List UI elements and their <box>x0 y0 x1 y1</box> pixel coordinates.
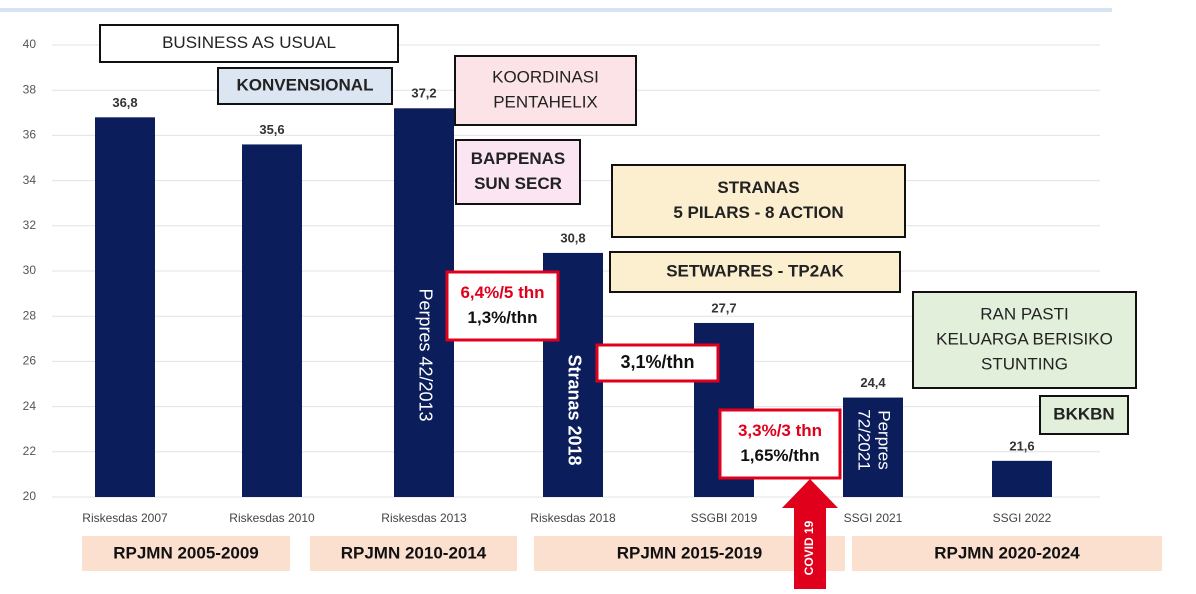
bar <box>992 460 1052 497</box>
annotation-box <box>611 164 906 238</box>
bar-text: Perpres 42/2013 <box>415 288 435 421</box>
period-box <box>310 536 517 571</box>
y-tick-label: 38 <box>23 82 37 96</box>
annotation-text: 1,3%/thn <box>468 308 538 327</box>
value-label: 24,4 <box>860 375 886 390</box>
bar <box>242 144 302 497</box>
y-tick-label: 40 <box>23 37 37 51</box>
value-label: 37,2 <box>411 86 436 101</box>
annotation-text: 1,65%/thn <box>740 446 819 465</box>
period-label: RPJMN 2010-2014 <box>341 543 487 562</box>
annotation-text: 5 PILARS - 8 ACTION <box>673 203 843 222</box>
covid-label: COVID 19 <box>802 520 816 575</box>
x-tick-label: Riskesdas 2007 <box>82 511 168 525</box>
period-label: RPJMN 2015-2019 <box>617 543 763 562</box>
top-rule <box>0 8 1112 12</box>
annotation-text: 3,1%/thn <box>620 352 694 372</box>
x-tick-label: SSGI 2022 <box>993 511 1052 525</box>
annotation-text: BKKBN <box>1053 404 1114 423</box>
x-tick-label: Riskesdas 2018 <box>530 511 616 525</box>
period-box <box>852 536 1162 571</box>
annotation-box <box>455 139 581 205</box>
y-tick-label: 34 <box>23 173 37 187</box>
annotation-text: KONVENSIONAL <box>237 75 374 94</box>
value-label: 21,6 <box>1009 438 1034 453</box>
y-tick-label: 30 <box>23 263 37 277</box>
annotation-text: BAPPENAS <box>471 149 565 168</box>
annotation-text: 6,4%/5 thn <box>460 283 544 302</box>
y-tick-label: 26 <box>23 354 37 368</box>
y-tick-label: 22 <box>23 444 37 458</box>
covid-arrow <box>782 479 838 589</box>
bar-text: Stranas 2018 <box>564 354 584 465</box>
annotation-text: STRANAS <box>717 178 799 197</box>
value-label: 35,6 <box>259 122 284 137</box>
period-label: RPJMN 2020-2024 <box>934 543 1080 562</box>
annotation-text: BUSINESS AS USUAL <box>162 33 336 52</box>
x-tick-label: SSGI 2021 <box>844 511 903 525</box>
annotation-text: RAN PASTI <box>980 304 1068 323</box>
annotation-box <box>912 291 1137 389</box>
annotation-box <box>718 408 842 480</box>
annotation-text: KELUARGA BERISIKO <box>936 329 1113 348</box>
annotation-text: KOORDINASI <box>492 67 599 86</box>
period-box <box>82 536 290 571</box>
annotation-box <box>217 67 393 105</box>
x-tick-label: Riskesdas 2013 <box>381 511 467 525</box>
annotation-box <box>609 251 901 293</box>
value-label: 36,8 <box>112 95 137 110</box>
bar-text: 72/2021 <box>855 409 874 470</box>
y-tick-label: 36 <box>23 128 37 142</box>
annotation-text: PENTAHELIX <box>493 92 598 111</box>
bar <box>394 108 454 497</box>
bar <box>843 397 903 497</box>
annotation-box <box>445 270 560 342</box>
y-tick-label: 20 <box>23 489 37 503</box>
x-tick-label: Riskesdas 2010 <box>229 511 315 525</box>
y-tick-label: 24 <box>23 399 37 413</box>
bar <box>95 117 155 497</box>
annotation-box <box>1039 395 1129 435</box>
annotation-text: SUN SECR <box>474 174 562 193</box>
annotation-text: 3,3%/3 thn <box>738 421 822 440</box>
period-label: RPJMN 2005-2009 <box>113 543 259 562</box>
period-box <box>534 536 845 571</box>
annotation-text: STUNTING <box>981 354 1068 373</box>
y-tick-label: 28 <box>23 308 37 322</box>
x-tick-label: SSGBI 2019 <box>691 511 758 525</box>
bar-text: Perpres <box>875 410 894 470</box>
y-tick-label: 32 <box>23 218 37 232</box>
value-label: 30,8 <box>560 230 585 245</box>
annotation-box <box>454 55 637 126</box>
value-label: 27,7 <box>711 300 736 315</box>
annotation-box <box>99 24 399 63</box>
annotation-box <box>595 343 720 383</box>
annotation-text: SETWAPRES - TP2AK <box>666 261 844 280</box>
